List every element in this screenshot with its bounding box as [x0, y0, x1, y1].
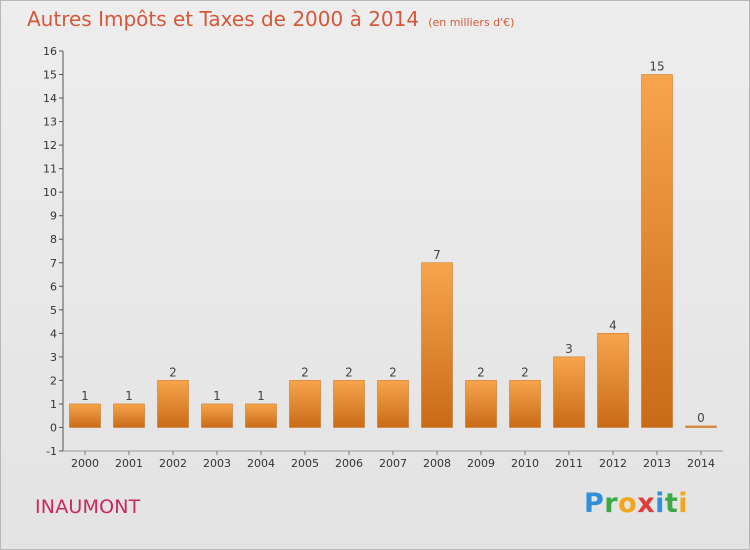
x-tick-label: 2001: [115, 457, 143, 470]
y-tick-label: 11: [43, 163, 57, 176]
bar: [69, 403, 101, 428]
x-tick-label: 2012: [599, 457, 627, 470]
x-tick-label: 2000: [71, 457, 99, 470]
bar: [333, 380, 365, 428]
bar-value-label: 1: [81, 389, 89, 403]
y-tick-label: 8: [50, 233, 57, 246]
x-tick-label: 2006: [335, 457, 363, 470]
x-tick-label: 2003: [203, 457, 231, 470]
bar: [377, 380, 409, 428]
y-tick-label: 4: [50, 327, 57, 340]
bar-value-label: 2: [301, 365, 309, 379]
y-tick-label: 15: [43, 69, 57, 82]
bar: [553, 356, 585, 428]
bar: [597, 333, 629, 428]
y-tick-label: 10: [43, 186, 57, 199]
bar-value-label: 0: [697, 411, 705, 425]
bar-value-label: 2: [389, 365, 397, 379]
y-tick-label: 1: [50, 398, 57, 411]
y-tick-label: 2: [50, 374, 57, 387]
bar: [245, 403, 277, 428]
bar-value-label: 1: [257, 389, 265, 403]
chart-header: Autres Impôts et Taxes de 2000 à 2014 (e…: [27, 7, 514, 31]
y-tick-label: 7: [50, 257, 57, 270]
x-tick-label: 2007: [379, 457, 407, 470]
chart-title: Autres Impôts et Taxes de 2000 à 2014: [27, 7, 420, 31]
x-tick-label: 2008: [423, 457, 451, 470]
x-tick-label: 2010: [511, 457, 539, 470]
y-tick-label: 13: [43, 116, 57, 129]
bar: [509, 380, 541, 428]
bar: [289, 380, 321, 428]
y-tick-label: 9: [50, 210, 57, 223]
bar: [421, 262, 453, 428]
bar-value-label: 2: [521, 365, 529, 379]
bar: [201, 403, 233, 428]
chart-subtitle: (en milliers d'€): [428, 16, 515, 29]
proxiti-logo: Proxiti: [584, 488, 689, 519]
bar-value-label: 2: [169, 365, 177, 379]
bar: [465, 380, 497, 428]
y-tick-label: 14: [43, 92, 57, 105]
x-tick-label: 2004: [247, 457, 275, 470]
x-tick-label: 2009: [467, 457, 495, 470]
x-tick-label: 2014: [687, 457, 715, 470]
x-tick-label: 2005: [291, 457, 319, 470]
bar-value-label: 2: [477, 365, 485, 379]
y-tick-label: 6: [50, 280, 57, 293]
bar-value-label: 4: [609, 318, 617, 332]
bar: [157, 380, 189, 428]
bar: [113, 403, 145, 428]
bar-value-label: 1: [125, 389, 133, 403]
commune-name: INAUMONT: [35, 496, 141, 518]
x-tick-label: 2002: [159, 457, 187, 470]
bar-value-label: 1: [213, 389, 221, 403]
y-tick-label: 0: [50, 421, 57, 434]
bar-value-label: 7: [433, 248, 441, 262]
bar: [641, 74, 673, 428]
y-tick-label: 3: [50, 351, 57, 364]
x-tick-label: 2013: [643, 457, 671, 470]
bar-value-label: 15: [649, 60, 664, 74]
y-tick-label: 5: [50, 304, 57, 317]
y-tick-label: -1: [46, 445, 57, 458]
bar-value-label: 2: [345, 365, 353, 379]
y-tick-label: 12: [43, 139, 57, 152]
bar: [685, 425, 717, 428]
y-tick-label: 16: [43, 45, 57, 58]
bar-value-label: 3: [565, 342, 573, 356]
x-tick-label: 2011: [555, 457, 583, 470]
